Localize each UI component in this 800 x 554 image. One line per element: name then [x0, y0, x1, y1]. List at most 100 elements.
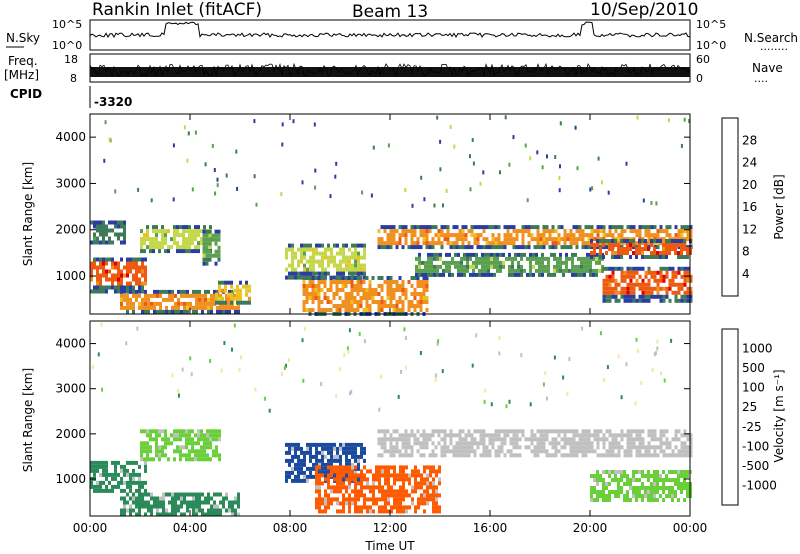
y-tick-label: 4000 — [55, 337, 86, 351]
echo-cell — [188, 429, 191, 434]
echo-cell — [508, 399, 511, 404]
echo-cell — [135, 277, 138, 282]
echo-cell — [197, 225, 200, 230]
echo-cell — [541, 268, 544, 273]
echo-cell — [536, 233, 540, 238]
echo-cell — [146, 457, 149, 462]
echo-cell — [677, 251, 680, 255]
echo-cell — [536, 229, 540, 234]
echo-cell — [360, 243, 363, 248]
echo-cell — [668, 298, 672, 303]
echo-cell — [629, 274, 633, 279]
echo-cell — [491, 245, 495, 250]
echo-cell — [668, 490, 671, 494]
echo-cell — [318, 501, 321, 506]
echo-cell — [158, 433, 161, 438]
echo-cell — [336, 477, 339, 482]
echo-cell — [674, 270, 678, 275]
echo-cell — [102, 289, 105, 294]
echo-cell — [225, 297, 228, 302]
echo-cell — [626, 490, 629, 494]
echo-cell — [324, 454, 327, 459]
echo-cell — [599, 494, 602, 498]
power-colorbar-frame — [721, 117, 739, 297]
echo-cell — [141, 289, 144, 294]
echo-cell — [674, 494, 677, 498]
echo-cell — [197, 233, 200, 238]
echo-cell — [330, 485, 333, 490]
echo-cell — [333, 454, 336, 459]
echo-cell — [677, 453, 681, 458]
echo-cell — [617, 482, 620, 486]
echo-cell — [512, 245, 516, 250]
echo-cell — [438, 509, 441, 514]
echo-cell — [439, 272, 442, 277]
echo-cell — [240, 355, 243, 360]
echo-cell — [407, 229, 411, 234]
echo-cell — [294, 251, 297, 256]
echo-cell — [333, 275, 336, 280]
echo-cell — [416, 292, 420, 296]
echo-cell — [195, 301, 198, 306]
echo-cell — [581, 449, 585, 454]
echo-cell — [452, 449, 456, 454]
echo-cell — [138, 484, 141, 489]
echo-cell — [317, 292, 321, 296]
echo-cell — [178, 393, 180, 398]
echo-cell — [336, 465, 339, 470]
echo-cell — [554, 453, 558, 458]
echo-cell — [598, 268, 601, 273]
echo-cell — [186, 500, 189, 505]
echo-cell — [222, 500, 225, 505]
echo-cell — [93, 460, 96, 465]
echo-cell — [551, 245, 555, 250]
echo-cell — [214, 249, 218, 254]
echo-cell — [526, 256, 529, 261]
echo-cell — [342, 465, 345, 470]
echo-cell — [398, 284, 402, 288]
echo-cell — [506, 433, 510, 438]
echo-cell — [592, 268, 595, 273]
echo-cell — [404, 241, 408, 246]
echo-cell — [683, 274, 687, 279]
echo-cell — [662, 229, 666, 234]
echo-cell — [149, 249, 152, 254]
echo-cell — [411, 489, 414, 494]
echo-cell — [314, 276, 318, 280]
echo-cell — [301, 180, 304, 185]
echo-cell — [285, 442, 288, 447]
echo-cell — [342, 251, 345, 256]
echo-cell — [210, 305, 213, 310]
echo-cell — [517, 272, 520, 277]
echo-cell — [680, 298, 684, 303]
echo-cell — [686, 229, 690, 234]
echo-cell — [641, 282, 645, 287]
echo-cell — [342, 267, 345, 272]
echo-cell — [562, 260, 565, 265]
echo-cell — [508, 268, 511, 273]
echo-cell — [433, 252, 436, 257]
echo-cell — [491, 233, 495, 238]
echo-cell — [431, 433, 435, 438]
echo-cell — [580, 268, 583, 273]
echo-cell — [208, 249, 212, 254]
echo-cell — [638, 429, 642, 434]
echo-cell — [351, 267, 354, 272]
echo-cell — [680, 474, 683, 478]
echo-cell — [194, 441, 197, 446]
echo-cell — [320, 300, 324, 304]
echo-cell — [377, 276, 381, 280]
echo-cell — [473, 429, 477, 434]
echo-cell — [572, 449, 576, 454]
echo-cell — [335, 304, 339, 308]
echo-cell — [389, 292, 393, 296]
echo-cell — [220, 368, 223, 373]
echo-cell — [393, 497, 396, 502]
echo-cell — [233, 296, 236, 301]
echo-cell — [446, 225, 450, 230]
echo-cell — [482, 449, 486, 454]
echo-cell — [390, 485, 393, 490]
echo-cell — [153, 496, 156, 501]
echo-cell — [514, 252, 517, 257]
echo-cell — [485, 245, 489, 250]
